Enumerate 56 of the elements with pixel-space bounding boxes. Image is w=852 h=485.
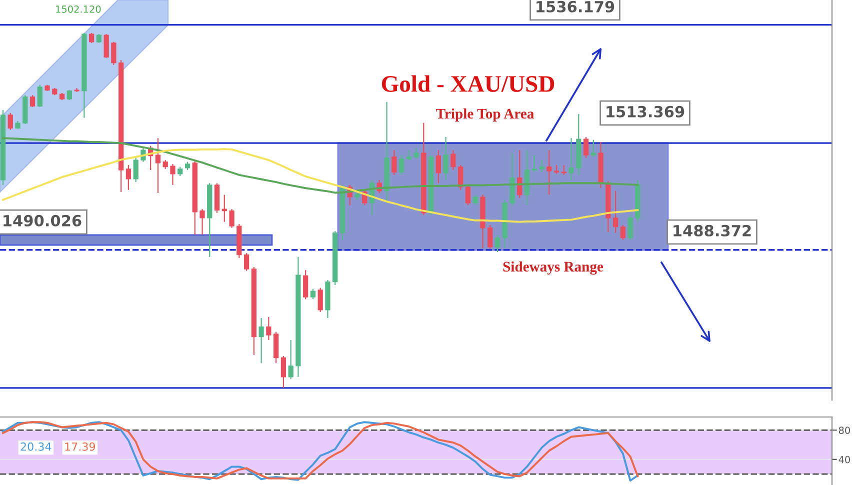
candlestick: [37, 84, 42, 108]
candlestick: [273, 331, 279, 364]
candlestick: [568, 138, 574, 180]
candlestick: [539, 160, 544, 173]
annotation: 20.34: [20, 442, 52, 451]
candlestick: [443, 136, 448, 180]
candlestick: [8, 112, 13, 130]
candlestick: [450, 150, 456, 171]
candlestick: [628, 214, 633, 240]
candlestick: [414, 147, 419, 160]
candlestick: [200, 208, 205, 236]
text: Gold - XAU/USD: [382, 75, 554, 92]
candlestick: [392, 150, 397, 176]
candlestick: [494, 234, 500, 253]
candlestick: [266, 316, 272, 341]
candlestick: [104, 34, 109, 58]
candlestick: [280, 355, 286, 388]
candlestick: [620, 224, 626, 240]
annotation: 1513.369: [606, 106, 684, 118]
candlestick: [258, 317, 264, 364]
candlestick: [66, 90, 72, 101]
annotation: Triple Top Area: [436, 108, 534, 122]
candlestick: [318, 287, 323, 313]
candlestick: [222, 194, 227, 222]
candlestick: [288, 339, 294, 380]
text: 1536.179: [536, 0, 614, 12]
candlestick: [546, 150, 552, 196]
candlestick: [303, 270, 308, 300]
candlestick: [229, 208, 234, 228]
candlestick: [472, 194, 478, 206]
annotation: 1490.026: [4, 214, 82, 226]
candlestick: [612, 190, 618, 234]
text: 1488.372: [674, 224, 751, 236]
candlestick: [244, 252, 250, 272]
candlestick: [178, 166, 183, 177]
candlestick: [126, 164, 132, 190]
candlestick: [133, 157, 138, 183]
candlestick: [310, 288, 316, 300]
candlestick: [488, 224, 493, 250]
text: 1502.120: [56, 5, 101, 13]
candlestick: [170, 163, 176, 186]
candlestick: [583, 136, 589, 158]
candlestick: [30, 94, 36, 108]
annotation: Sideways Range: [503, 261, 604, 275]
candlestick: [88, 32, 94, 44]
candlestick: [111, 41, 116, 66]
candlestick: [590, 139, 596, 158]
candlestick: [465, 184, 471, 206]
y-tick-label: 80: [838, 426, 850, 434]
y-tick-label: 40: [838, 456, 850, 464]
candlestick: [436, 150, 441, 184]
candlestick: [155, 138, 161, 194]
annotation: 17.39: [65, 442, 96, 451]
candlestick: [406, 150, 412, 161]
candlestick: [532, 154, 537, 173]
candlestick: [398, 154, 404, 176]
